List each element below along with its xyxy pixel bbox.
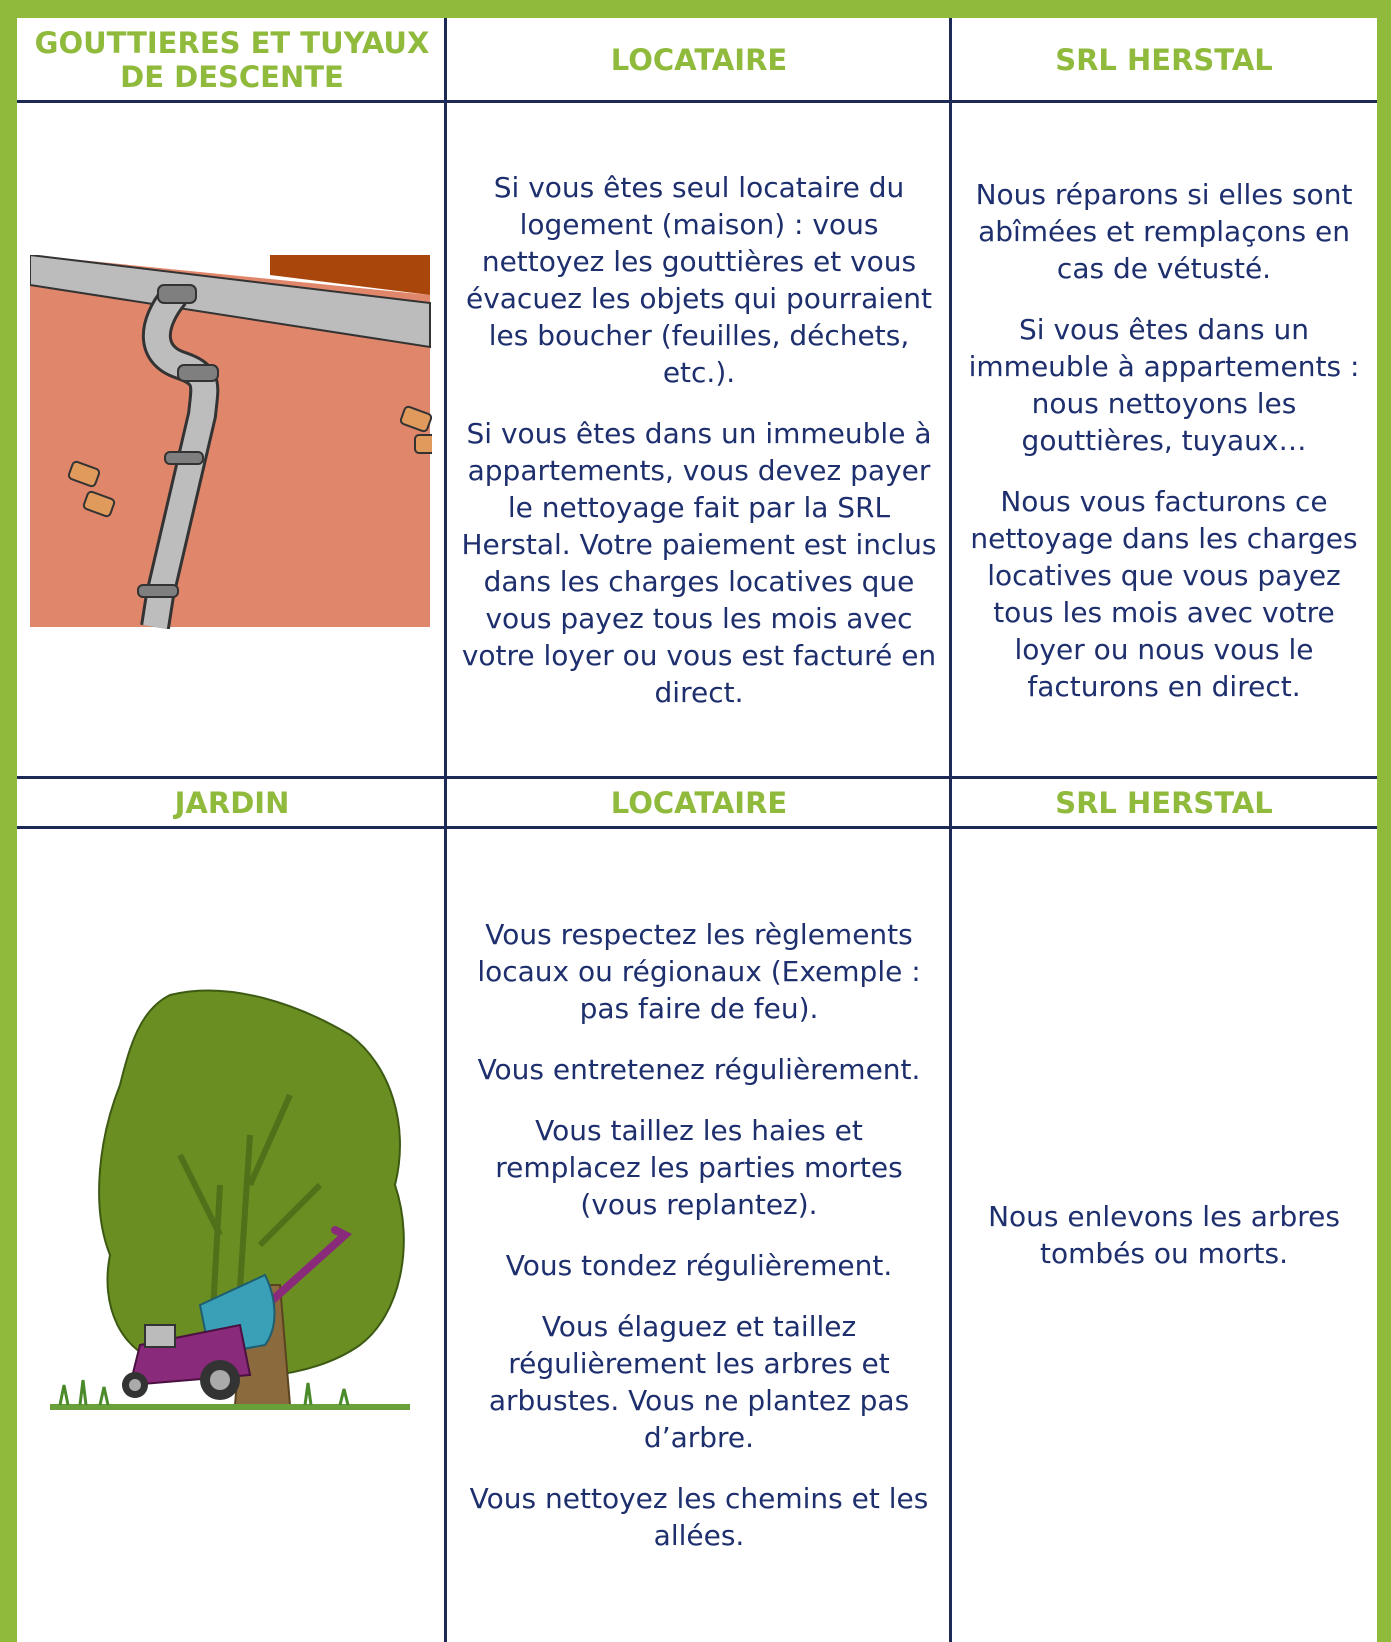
header-cell: SRL HERSTAL xyxy=(1055,43,1273,77)
header-cell: SRL HERSTAL xyxy=(1055,786,1273,820)
gutter-illustration xyxy=(30,255,432,629)
paragraph: Nous enlevons les arbres tombés ou morts… xyxy=(988,1200,1340,1270)
paragraph: Nous réparons si elles sont abîmées et r… xyxy=(975,177,1353,285)
locataire-cell: Vous respectez les règlements locaux ou … xyxy=(447,828,951,1642)
header-cell: JARDIN xyxy=(174,786,290,820)
paragraph: Si vous êtes seul locataire du logement … xyxy=(465,171,933,389)
paragraph: Vous respectez les règlements locaux ou … xyxy=(477,918,921,1025)
paragraph: Vous élaguez et taillez régulièrement le… xyxy=(488,1310,910,1454)
header-cell: LOCATAIRE xyxy=(610,43,788,77)
column-rule xyxy=(949,18,952,1642)
header-cell: LOCATAIRE xyxy=(610,786,788,820)
row-rule xyxy=(17,826,1377,829)
locataire-cell: Si vous êtes seul locataire du logement … xyxy=(447,102,951,778)
paragraph: Si vous êtes dans un immeuble à appartem… xyxy=(461,417,937,709)
header-cell: GOUTTIERES ET TUYAUX DE DESCENTE xyxy=(34,26,430,94)
paragraph: Vous entretenez régulièrement. xyxy=(477,1053,921,1086)
paragraph: Vous nettoyez les chemins et les allées. xyxy=(469,1482,929,1552)
column-rule xyxy=(444,18,447,1642)
paragraph: Nous vous facturons ce nettoyage dans le… xyxy=(970,484,1358,703)
paragraph: Vous tondez régulièrement. xyxy=(505,1249,893,1282)
row-rule xyxy=(17,100,1377,103)
garden-illustration xyxy=(50,989,410,1410)
paragraph: Si vous êtes dans un immeuble à appartem… xyxy=(968,312,1360,457)
herstal-cell: Nous enlevons les arbres tombés ou morts… xyxy=(951,828,1377,1642)
paragraph: Vous taillez les haies et remplacez les … xyxy=(495,1114,903,1221)
herstal-cell: Nous réparons si elles sont abîmées et r… xyxy=(951,102,1377,778)
row-rule xyxy=(17,776,1377,779)
